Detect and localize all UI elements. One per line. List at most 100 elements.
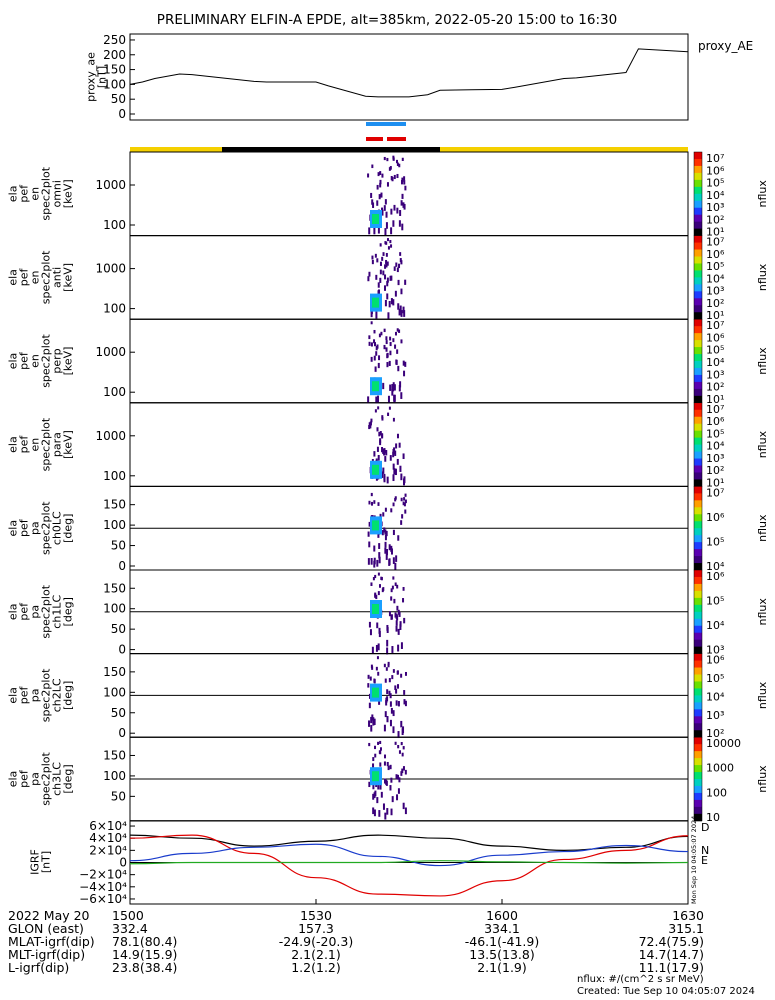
flux-pixel xyxy=(400,179,403,185)
flux-pixel xyxy=(392,529,395,536)
colorbar-segment xyxy=(694,165,702,174)
spectrogram-ylabel-line: spec2plot xyxy=(40,752,53,806)
colorbar-segment xyxy=(694,207,702,216)
flux-pixel xyxy=(389,336,392,341)
flux-pixel xyxy=(383,663,386,668)
spectrogram-ylabel-line: anti xyxy=(51,267,64,288)
igrf-ytick-label: 4×10⁴ xyxy=(89,831,127,845)
flux-pixel xyxy=(402,478,405,486)
flux-pixel xyxy=(375,396,378,404)
flux-pixel xyxy=(390,707,393,714)
flux-pixel xyxy=(377,454,380,461)
colorbar-label: nflux xyxy=(756,681,769,709)
spectrogram-ylabel-line: en xyxy=(29,438,42,452)
flux-pixel xyxy=(389,239,392,244)
colorbar-segment xyxy=(694,604,702,613)
flux-pixel xyxy=(377,362,380,369)
flux-pixel xyxy=(386,647,389,655)
igrf-label-n: N xyxy=(701,844,709,857)
flux-pixel xyxy=(368,742,371,747)
colorbar-tick-label: 10⁴ xyxy=(706,560,725,573)
flux-pixel xyxy=(378,556,381,564)
ae-ytick-label: 0 xyxy=(118,107,126,121)
flux-pixel xyxy=(377,532,380,538)
colorbar-tick-label: 10⁴ xyxy=(706,440,725,453)
colorbar-tick-label: 10⁷ xyxy=(706,319,724,332)
flux-pixel xyxy=(401,223,404,231)
flux-pixel xyxy=(387,312,390,320)
flux-pixel xyxy=(367,674,370,679)
flux-pixel xyxy=(375,274,378,280)
flux-pixel xyxy=(393,395,396,403)
flux-pixel xyxy=(373,792,376,799)
colorbar-tick-label: 10⁷ xyxy=(706,486,724,499)
table-cell: 1530 xyxy=(300,908,332,923)
flux-pixel xyxy=(403,699,406,705)
colorbar-segment xyxy=(694,618,702,627)
flux-pixel xyxy=(379,513,382,519)
flux-pixel xyxy=(404,361,407,367)
colorbar-segment xyxy=(694,625,702,634)
flux-pixel xyxy=(404,700,407,707)
colorbar-segment xyxy=(694,730,702,738)
flux-pixel xyxy=(376,427,379,432)
flux-pixel xyxy=(391,675,394,680)
flux-pixel xyxy=(400,497,403,502)
flux-pixel xyxy=(386,808,389,815)
flux-pixel xyxy=(393,174,396,180)
flux-pixel xyxy=(378,699,381,705)
igrf-label-d: D xyxy=(701,821,709,834)
flux-pixel xyxy=(396,207,399,214)
colorbar-segment xyxy=(694,688,702,696)
flux-pixel xyxy=(390,596,393,601)
colorbar-segment xyxy=(694,291,702,299)
flux-pixel xyxy=(370,356,373,362)
flux-pixel xyxy=(369,421,372,426)
colorbar-segment xyxy=(694,374,702,383)
flux-pixel xyxy=(383,344,386,350)
spectrogram-ylabel-line: spec2plot xyxy=(40,417,53,471)
igrf-ytick-label: 2×10⁴ xyxy=(89,843,127,857)
flux-pixel xyxy=(404,509,407,514)
igrf-ytick-label: 6×10⁴ xyxy=(89,819,127,833)
flux-pixel xyxy=(389,384,392,391)
flux-pixel xyxy=(381,530,384,536)
flux-pixel xyxy=(376,395,379,403)
flux-pixel xyxy=(373,355,376,361)
flux-pixel xyxy=(393,266,396,271)
colorbar-segment xyxy=(694,674,702,682)
flux-pixel xyxy=(375,644,378,652)
flux-pixel xyxy=(394,331,397,336)
flux-pixel xyxy=(384,534,387,541)
flux-pixel xyxy=(387,412,390,416)
footer-units: nflux: #/(cm^2 s sr MeV) xyxy=(577,974,704,985)
flux-pixel xyxy=(401,193,404,199)
flux-pixel xyxy=(386,238,389,242)
flux-pixel xyxy=(394,582,397,587)
flux-pixel xyxy=(377,643,380,651)
colorbar-tick-label: 10⁶ xyxy=(706,331,725,344)
flux-pixel xyxy=(383,156,386,161)
flux-pixel xyxy=(398,750,401,754)
flux-pixel xyxy=(378,543,381,549)
flux-pixel xyxy=(399,210,402,216)
spectrogram-ytick-label: 50 xyxy=(111,622,126,636)
flux-pixel xyxy=(371,164,374,169)
colorbar-label-line: nflux xyxy=(756,681,769,709)
colorbar-segment xyxy=(694,528,702,536)
colorbar-tick-label: 10³ xyxy=(706,201,724,214)
flux-pixel xyxy=(383,527,386,533)
flux-pixel xyxy=(385,211,388,218)
flux-pixel xyxy=(396,774,399,780)
flux-pixel xyxy=(390,588,393,593)
colorbar-segment xyxy=(694,765,702,773)
flux-pixel xyxy=(367,276,370,282)
colorbar-tick-label: 10⁷ xyxy=(706,403,724,416)
flux-pixel xyxy=(379,171,382,175)
colorbar-segment xyxy=(694,583,702,592)
flux-pixel xyxy=(392,157,395,161)
flux-pixel xyxy=(383,761,386,766)
colorbar-tick-label: 10⁵ xyxy=(706,260,724,273)
flux-pixel xyxy=(392,557,395,564)
